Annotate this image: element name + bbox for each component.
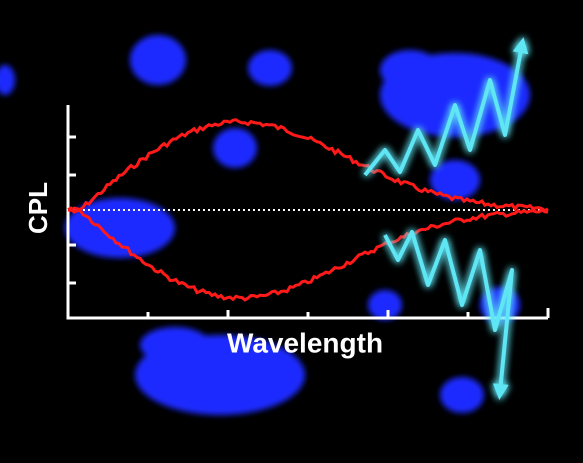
light-waves (363, 37, 529, 400)
y-axis-label: CPL (23, 182, 53, 234)
x-axis-label: Wavelength (227, 327, 383, 358)
cpl-curves (67, 118, 549, 302)
axes (66, 105, 550, 320)
blue-blobs (0, 35, 530, 415)
